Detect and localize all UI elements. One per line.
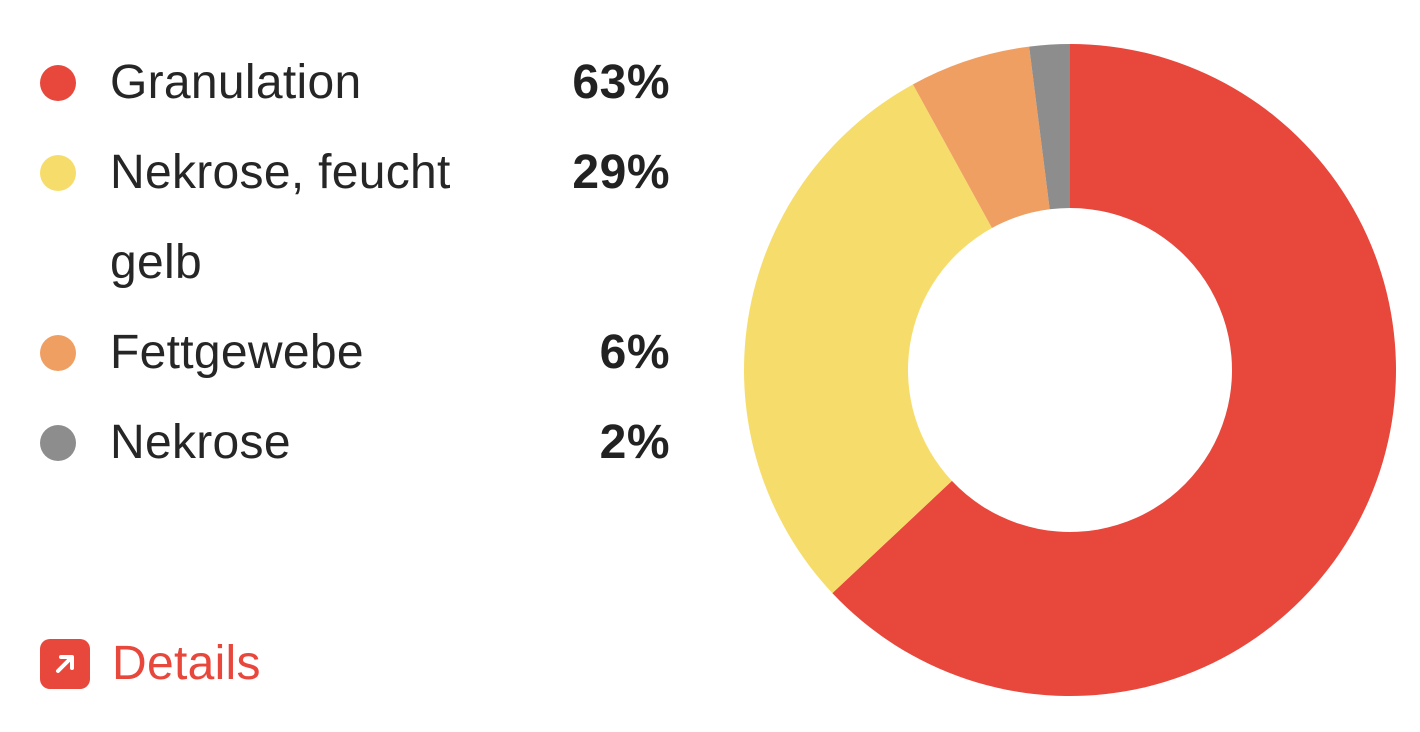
legend-label: Granulation (110, 56, 362, 109)
legend-item-nekrose-feucht-gelb: Nekrose, feucht gelb 29% (40, 128, 680, 308)
legend-label: Fettgewebe (110, 326, 364, 379)
legend-percent: 29% (572, 146, 670, 199)
legend-label: Nekrose (110, 416, 291, 469)
details-label: Details (112, 637, 261, 690)
legend-item-fettgewebe: Fettgewebe 6% (40, 308, 680, 398)
external-link-icon (40, 639, 90, 689)
legend-label: Nekrose, feucht gelb (110, 146, 451, 289)
donut-slice-nekrose (1029, 44, 1070, 210)
donut-slice-fettgewebe (912, 46, 1050, 229)
legend-item-nekrose: Nekrose 2% (40, 398, 680, 488)
donut-chart (744, 44, 1396, 696)
legend-percent: 6% (599, 326, 670, 379)
legend-percent: 2% (599, 416, 670, 469)
legend-item-granulation: Granulation 63% (40, 38, 680, 128)
details-link[interactable]: Details (40, 634, 261, 694)
chart-legend: Granulation 63% Nekrose, feucht gelb 29%… (40, 38, 680, 488)
donut-slice-granulation (832, 44, 1396, 696)
legend-dot-fettgewebe (40, 335, 76, 371)
legend-dot-granulation (40, 65, 76, 101)
donut-slice-nekrose-feucht-gelb (744, 84, 992, 594)
legend-dot-nekrose (40, 425, 76, 461)
legend-percent: 63% (572, 56, 670, 109)
legend-dot-nekrose-feucht-gelb (40, 155, 76, 191)
